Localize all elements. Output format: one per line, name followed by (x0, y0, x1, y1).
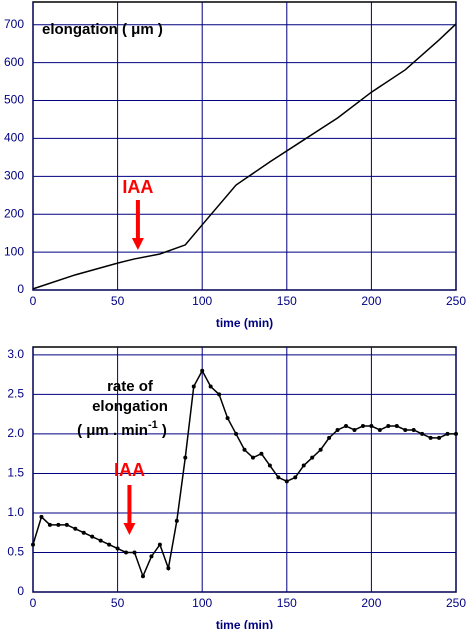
data-point (411, 427, 416, 432)
data-point (157, 542, 162, 547)
data-point (166, 566, 171, 571)
data-point (132, 550, 137, 555)
data-point (73, 526, 78, 531)
data-point (454, 431, 458, 436)
data-point (107, 542, 112, 547)
x-tick-label: 150 (277, 294, 297, 308)
data-point (428, 435, 433, 440)
data-point (259, 451, 264, 456)
x-tick-label: 100 (192, 294, 212, 308)
data-point (124, 550, 129, 555)
chart-title: elongation ( μm ) (42, 21, 163, 38)
data-point (234, 431, 239, 436)
data-point (369, 424, 374, 429)
y-tick-label: 0.5 (7, 545, 24, 559)
x-tick-label: 200 (361, 294, 381, 308)
x-tick-label: 100 (192, 596, 212, 610)
unit-superscript: -1 (148, 419, 158, 431)
plot-frame (32, 1, 457, 291)
data-point (39, 514, 44, 519)
y-tick-label: 1.0 (7, 505, 24, 519)
y-tick-label: 400 (4, 131, 24, 145)
y-tick-label: 2.5 (7, 387, 24, 401)
data-point (81, 530, 86, 535)
x-tick-label: 0 (30, 596, 37, 610)
data-point (191, 384, 196, 389)
data-point (183, 455, 188, 460)
data-point (90, 534, 95, 539)
data-point (437, 435, 442, 440)
data-point (31, 542, 35, 547)
data-point (174, 518, 179, 523)
y-tick-label: 700 (4, 17, 24, 31)
x-tick-label: 150 (277, 596, 297, 610)
data-point (420, 431, 425, 436)
data-point (310, 455, 315, 460)
data-point (377, 427, 382, 432)
data-point (267, 463, 272, 468)
data-point (293, 475, 298, 480)
y-tick-label: 0 (17, 282, 24, 296)
data-point (360, 424, 365, 429)
data-point (47, 522, 52, 527)
y-tick-label: 0 (17, 584, 24, 598)
data-line (32, 23, 457, 290)
data-point (242, 447, 247, 452)
x-axis-label: time (min) (216, 316, 273, 330)
y-tick-label: 300 (4, 168, 24, 182)
data-point (327, 435, 332, 440)
x-tick-label: 0 (30, 294, 37, 308)
y-tick-label: 500 (4, 93, 24, 107)
data-point (386, 424, 391, 429)
x-tick-label: 50 (111, 596, 125, 610)
data-point (284, 479, 289, 484)
unit-label: ( μm . min-1 ) (77, 419, 167, 439)
annotation-label: IAA (122, 177, 153, 197)
data-point (208, 384, 213, 389)
chart-title: rate of (107, 378, 154, 395)
x-tick-label: 50 (111, 294, 125, 308)
y-tick-label: 3.0 (7, 347, 24, 361)
data-point (140, 574, 145, 579)
x-tick-label: 250 (446, 294, 466, 308)
data-point (394, 424, 399, 429)
data-point (335, 427, 340, 432)
data-point (250, 455, 255, 460)
data-point (301, 463, 306, 468)
x-tick-label: 250 (446, 596, 466, 610)
data-point (56, 522, 61, 527)
data-point (318, 447, 323, 452)
data-point (200, 368, 205, 373)
y-tick-label: 600 (4, 55, 24, 69)
annotation-arrowhead (123, 523, 136, 535)
data-point (344, 424, 349, 429)
data-point (98, 538, 103, 543)
y-tick-label: 1.5 (7, 466, 24, 480)
y-tick-label: 2.0 (7, 426, 24, 440)
data-point (225, 416, 230, 421)
data-point (276, 475, 281, 480)
data-point (445, 431, 450, 436)
data-point (115, 546, 120, 551)
data-point (217, 392, 222, 397)
chart-title: elongation (92, 398, 168, 415)
x-axis-label: time (min) (216, 618, 273, 629)
y-tick-label: 200 (4, 206, 24, 220)
data-point (403, 427, 408, 432)
x-tick-label: 200 (361, 596, 381, 610)
y-tick-label: 100 (4, 244, 24, 258)
unit-part: ) (158, 422, 167, 439)
data-point (149, 554, 154, 559)
annotation-arrowhead (131, 238, 144, 250)
data-point (64, 522, 69, 527)
annotation-label: IAA (114, 460, 145, 480)
unit-part: ( μm . min (77, 422, 148, 439)
plot-frame (32, 346, 457, 593)
data-point (352, 427, 357, 432)
